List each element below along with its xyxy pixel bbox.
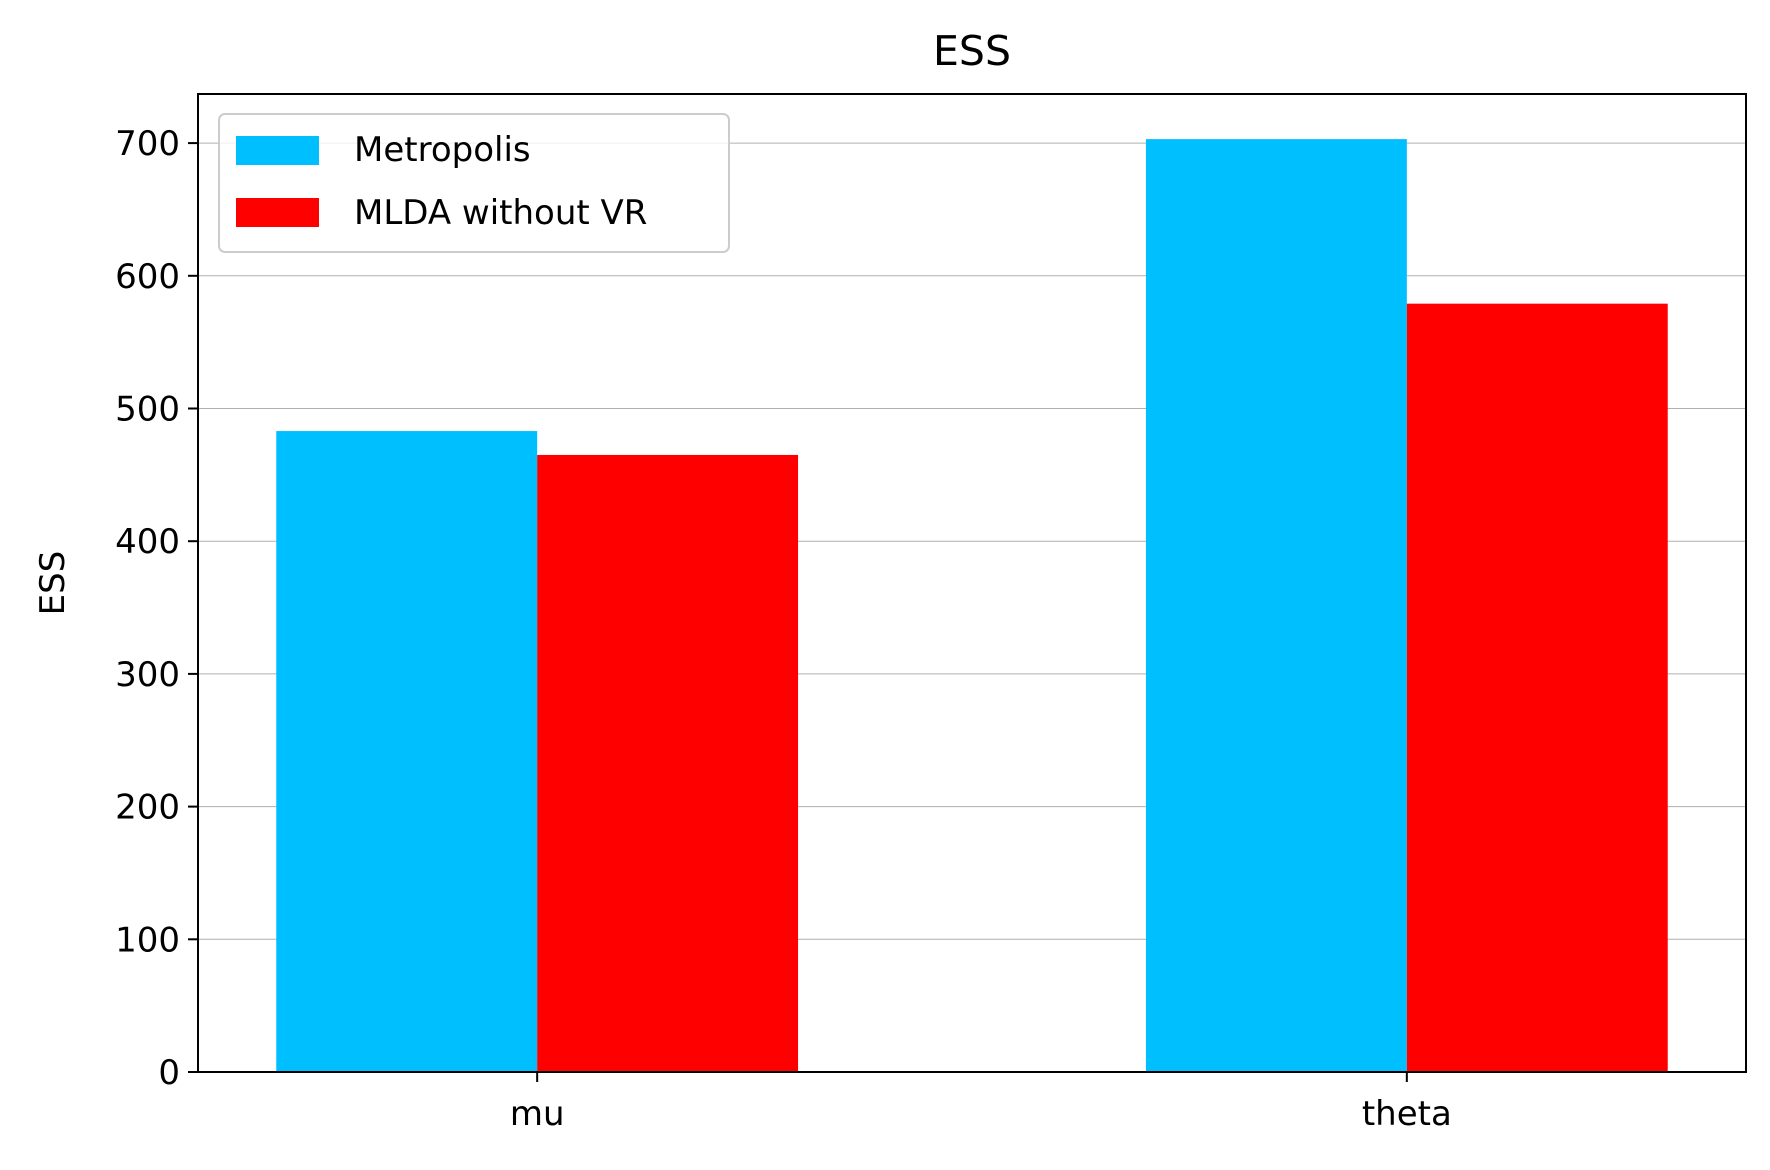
x-axis: mu theta [510,1072,1452,1134]
bar-mlda-without-vr-mu [537,454,799,1073]
legend-label-mlda-without-vr: MLDA without VR [354,193,647,233]
y-tick-label: 200 [115,788,180,828]
legend-box [218,113,730,253]
bar-metropolis-theta [1145,139,1407,1072]
y-tick-label: 600 [115,257,180,297]
y-axis-title: ESS [33,551,73,616]
legend: Metropolis MLDA without VR [218,113,730,253]
x-tick-label: theta [1362,1094,1452,1134]
legend-swatch-mlda-without-vr [236,198,319,227]
bar-mlda-without-vr-theta [1406,303,1668,1072]
y-axis: 0 100 200 300 400 500 600 700 [115,124,198,1093]
y-tick-label: 500 [115,389,180,429]
chart-title: ESS [933,27,1011,75]
y-tick-label: 400 [115,522,180,562]
y-tick-label: 0 [158,1053,180,1093]
bars [276,139,1668,1073]
legend-swatch-metropolis [236,136,319,165]
y-tick-label: 100 [115,920,180,960]
y-tick-label: 300 [115,655,180,695]
x-tick-label: mu [510,1094,565,1134]
plot-frame [197,93,1747,1073]
y-tick-label: 700 [115,124,180,164]
bar-metropolis-mu [276,431,538,1072]
legend-label-metropolis: Metropolis [354,130,531,170]
